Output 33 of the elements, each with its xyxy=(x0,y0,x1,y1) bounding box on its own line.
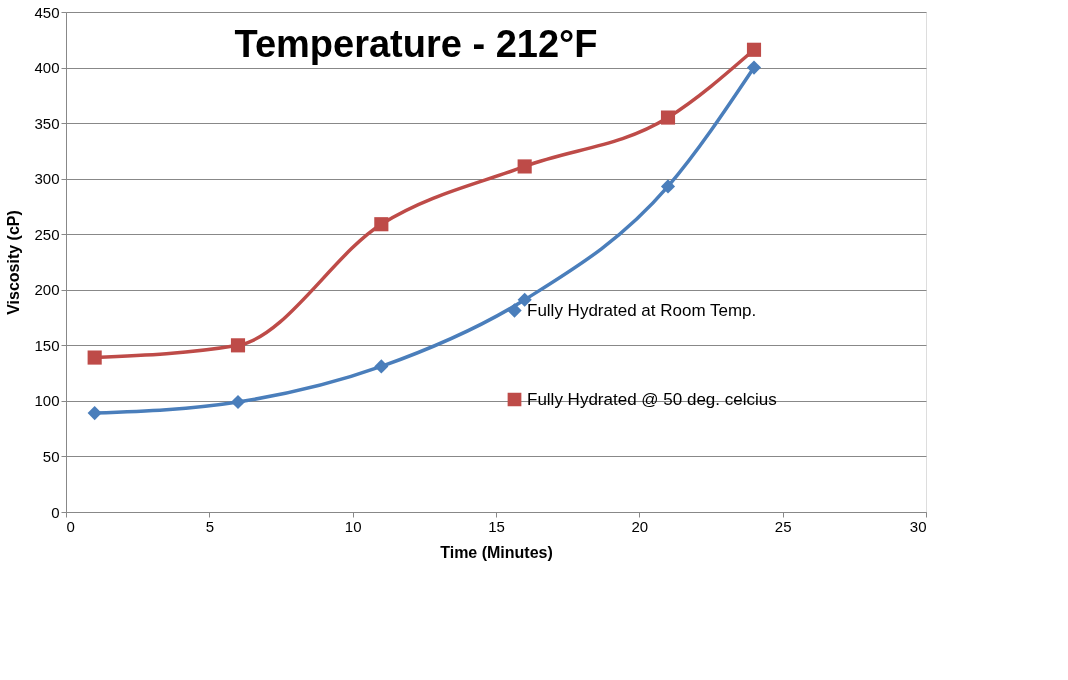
x-tick-label: 0 xyxy=(66,517,75,535)
point xyxy=(746,60,762,75)
y-tick-label: 50 xyxy=(42,447,60,465)
point xyxy=(517,159,532,174)
point xyxy=(660,179,676,194)
x-tick-label: 5 xyxy=(205,517,215,535)
point xyxy=(746,42,762,57)
x-axis-title: Time (Minutes) xyxy=(440,543,553,561)
y-tick-label: 150 xyxy=(34,336,60,354)
y-tick-label: 0 xyxy=(51,503,60,521)
y-tick-label: 350 xyxy=(34,114,60,132)
x-tick-label: 20 xyxy=(631,517,649,535)
x-tick-label: 15 xyxy=(488,517,505,535)
x-tick-label: 30 xyxy=(909,517,927,535)
y-tick-label: 200 xyxy=(34,281,60,299)
point xyxy=(374,359,389,374)
legend-label: Fully Hydrated at Room Temp. xyxy=(527,300,757,320)
x-tick-label: 10 xyxy=(344,517,362,535)
point xyxy=(660,110,676,125)
y-axis-title: Viscosity (cP) xyxy=(5,210,23,315)
x-tick-label: 25 xyxy=(774,517,792,535)
point xyxy=(230,394,246,410)
y-tick-label: 250 xyxy=(34,225,60,243)
legend-label: Fully Hydrated @ 50 deg. celcius xyxy=(527,389,777,409)
point xyxy=(87,350,102,365)
point xyxy=(374,217,389,232)
point xyxy=(230,338,246,353)
y-tick-label: 450 xyxy=(34,3,60,21)
y-tick-label: 300 xyxy=(34,170,60,188)
y-tick-label: 400 xyxy=(34,59,60,77)
y-tick-label: 100 xyxy=(34,392,60,410)
chart-title: Temperature - 212°F xyxy=(234,23,598,65)
point xyxy=(87,406,102,421)
